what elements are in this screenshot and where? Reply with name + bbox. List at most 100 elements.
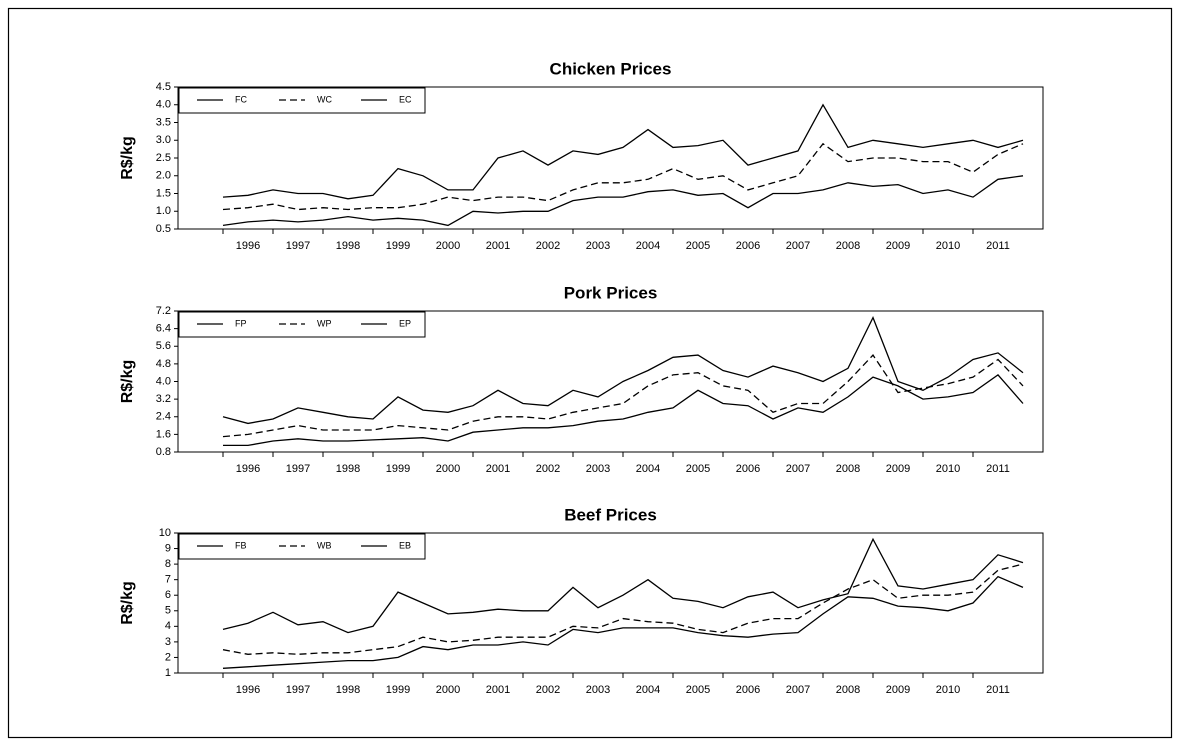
legend-label: EP [399, 318, 411, 328]
y-tick-label: 2 [165, 651, 171, 663]
series-line [222, 103, 1024, 200]
x-tick-label: 2005 [686, 684, 710, 696]
x-tick-label: 1999 [386, 463, 410, 475]
series-line [222, 575, 1024, 669]
x-tick-label: 1997 [286, 684, 310, 696]
x-tick-label: 2009 [886, 684, 910, 696]
x-tick-label: 2002 [536, 240, 560, 252]
legend-label: EC [399, 94, 412, 104]
y-tick-label: 6 [165, 589, 171, 601]
y-axis-label: R$/kg [119, 136, 136, 180]
x-tick-label: 2006 [736, 684, 760, 696]
x-tick-label: 1998 [336, 240, 360, 252]
series-line [223, 374, 1024, 447]
x-tick-label: 2008 [836, 684, 860, 696]
chart-title: Chicken Prices [550, 59, 672, 78]
x-tick-label: 2003 [586, 240, 610, 252]
y-tick-label: 2.4 [156, 411, 171, 423]
y-axis-label: R$/kg [119, 581, 136, 625]
plot-frame [177, 532, 1044, 674]
x-tick-label: 2009 [886, 463, 910, 475]
legend-label: WC [317, 94, 332, 104]
y-tick-label: 10 [159, 527, 171, 539]
y-tick-label: 0.8 [156, 446, 171, 458]
series-line [222, 175, 1024, 227]
x-tick-label: 2000 [436, 684, 460, 696]
legend-label: EB [399, 540, 411, 550]
x-tick-label: 2011 [986, 463, 1010, 475]
x-tick-label: 2008 [836, 240, 860, 252]
x-tick-label: 2011 [986, 240, 1010, 252]
y-tick-label: 1.0 [156, 205, 171, 217]
y-tick-label: 6.4 [156, 323, 171, 335]
x-tick-label: 2004 [636, 463, 660, 475]
x-tick-label: 2005 [686, 463, 710, 475]
y-tick-label: 7 [165, 574, 171, 586]
x-tick-label: 2003 [586, 684, 610, 696]
series-line [222, 354, 1024, 438]
legend-label: FC [235, 94, 247, 104]
x-tick-label: 2002 [536, 684, 560, 696]
x-tick-label: 2003 [586, 463, 610, 475]
y-tick-label: 4.5 [156, 81, 171, 93]
x-tick-label: 2010 [936, 240, 960, 252]
series-line [222, 315, 1024, 425]
y-tick-label: 1 [165, 667, 171, 679]
x-tick-label: 1997 [286, 240, 310, 252]
x-tick-label: 1996 [236, 684, 260, 696]
y-tick-label: 4.8 [156, 358, 171, 370]
x-tick-label: 1997 [286, 463, 310, 475]
legend-label: WB [317, 540, 332, 550]
y-tick-label: 2.5 [156, 152, 171, 164]
legend-label: FB [235, 540, 247, 550]
y-tick-label: 4.0 [156, 99, 171, 111]
y-tick-label: 9 [165, 542, 171, 554]
y-tick-label: 4.0 [156, 375, 171, 387]
x-tick-label: 2004 [636, 240, 660, 252]
x-tick-label: 1996 [236, 463, 260, 475]
x-tick-label: 2005 [686, 240, 710, 252]
y-tick-label: 3.2 [156, 393, 171, 405]
x-tick-label: 2009 [886, 240, 910, 252]
x-tick-label: 1998 [336, 463, 360, 475]
x-tick-label: 2006 [736, 463, 760, 475]
y-axis-label: R$/kg [119, 360, 136, 404]
series-line [222, 563, 1024, 655]
series-line [222, 537, 1024, 634]
x-tick-label: 2001 [486, 463, 510, 475]
legend-label: WP [317, 318, 332, 328]
y-tick-label: 1.5 [156, 187, 171, 199]
x-tick-label: 2000 [436, 240, 460, 252]
frame [7, 7, 1173, 739]
y-tick-label: 3 [165, 636, 171, 648]
x-tick-label: 2008 [836, 463, 860, 475]
x-tick-label: 2006 [736, 240, 760, 252]
y-tick-label: 8 [165, 558, 171, 570]
y-tick-label: 7.2 [156, 305, 171, 317]
series-line [222, 142, 1024, 211]
y-tick-label: 3.5 [156, 116, 171, 128]
x-tick-label: 2007 [786, 684, 810, 696]
x-tick-label: 1998 [336, 684, 360, 696]
chart-title: Pork Prices [564, 283, 658, 302]
x-tick-label: 2010 [936, 684, 960, 696]
y-tick-label: 0.5 [156, 223, 171, 235]
legend-label: FP [235, 318, 247, 328]
y-tick-label: 4 [165, 620, 171, 632]
x-tick-label: 2001 [486, 240, 510, 252]
x-tick-label: 1999 [386, 684, 410, 696]
x-tick-label: 2007 [786, 240, 810, 252]
x-tick-label: 1996 [236, 240, 260, 252]
y-tick-label: 2.0 [156, 170, 171, 182]
x-tick-label: 2004 [636, 684, 660, 696]
x-tick-label: 2002 [536, 463, 560, 475]
x-tick-label: 1999 [386, 240, 410, 252]
x-tick-label: 2000 [436, 463, 460, 475]
x-tick-label: 2011 [986, 684, 1010, 696]
x-tick-label: 2010 [936, 463, 960, 475]
y-tick-label: 5.6 [156, 340, 171, 352]
x-tick-label: 2007 [786, 463, 810, 475]
chart-title: Beef Prices [564, 505, 657, 524]
